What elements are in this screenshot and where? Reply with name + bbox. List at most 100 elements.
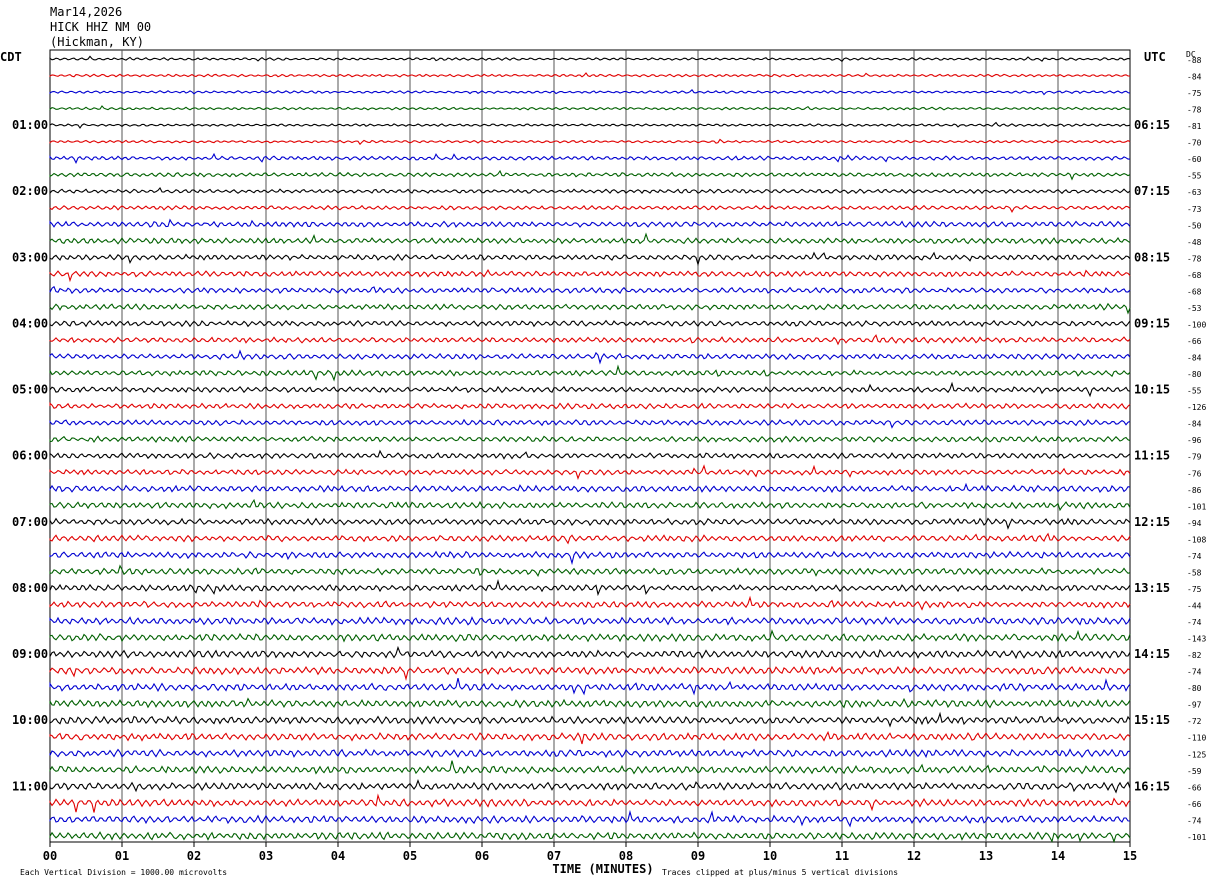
- dc-offset-label: -58: [1187, 568, 1202, 577]
- x-tick-label: 11: [835, 849, 849, 863]
- seismic-trace: [49, 517, 1131, 530]
- dc-offset-label: -101: [1187, 833, 1206, 842]
- seismic-trace: [49, 464, 1131, 480]
- seismic-trace: [49, 105, 1131, 111]
- seismic-trace: [49, 498, 1131, 512]
- left-hour-label: 11:00: [12, 779, 48, 793]
- seismic-trace: [49, 88, 1131, 96]
- seismic-trace: [49, 697, 1131, 709]
- dc-offset-label: -143: [1187, 635, 1206, 644]
- seismic-trace: [49, 482, 1131, 494]
- seismic-trace: [49, 760, 1131, 775]
- x-tick-label: 10: [763, 849, 777, 863]
- dc-offset-label: -81: [1187, 122, 1202, 131]
- dc-offset-label: -60: [1187, 155, 1202, 164]
- dc-offset-label: -84: [1187, 420, 1202, 429]
- seismic-trace: [49, 218, 1131, 228]
- dc-offset-label: -55: [1187, 387, 1202, 396]
- dc-offset-label: -94: [1187, 519, 1202, 528]
- seismic-trace: [49, 418, 1131, 429]
- dc-offset-label: -84: [1187, 73, 1202, 82]
- dc-offset-label: -88: [1187, 56, 1202, 65]
- dc-offset-label: -44: [1187, 601, 1202, 610]
- dc-offset-label: -50: [1187, 221, 1202, 230]
- plot-frame: [49, 49, 1131, 843]
- dc-offset-label: -59: [1187, 767, 1202, 776]
- dc-header: DC: [1186, 50, 1196, 59]
- x-tick-label: 14: [1051, 849, 1065, 863]
- right-hour-label: 11:15: [1134, 449, 1170, 463]
- seismic-trace: [49, 748, 1131, 759]
- dc-offset-label: -78: [1187, 106, 1202, 115]
- dc-offset-label: -63: [1187, 188, 1202, 197]
- dc-offset-label: -125: [1187, 750, 1206, 759]
- seismic-trace: [49, 449, 1131, 460]
- dc-offset-label: -82: [1187, 651, 1202, 660]
- seismic-trace: [49, 187, 1131, 195]
- seismic-trace: [49, 319, 1131, 328]
- dc-offset-label: -53: [1187, 304, 1202, 313]
- left-hour-label: 10:00: [12, 713, 48, 727]
- left-hour-label: 07:00: [12, 515, 48, 529]
- seismic-trace: [49, 578, 1131, 597]
- seismic-trace: [49, 285, 1131, 295]
- scale-note: Each Vertical Division = 1000.00 microvo…: [20, 868, 227, 877]
- dc-offset-label: -126: [1187, 403, 1206, 412]
- seismic-trace: [49, 152, 1130, 165]
- station-location: (Hickman, KY): [50, 35, 144, 49]
- dc-offset-label: -74: [1187, 668, 1202, 677]
- seismic-trace: [49, 595, 1131, 611]
- seismic-trace: [49, 730, 1131, 745]
- left-hour-label: 06:00: [12, 449, 48, 463]
- seismic-trace: [49, 809, 1131, 828]
- seismic-trace: [49, 402, 1131, 410]
- seismic-trace: [49, 349, 1131, 365]
- x-tick-label: 12: [907, 849, 921, 863]
- left-hour-label: 02:00: [12, 184, 48, 198]
- dc-offset-label: -108: [1187, 535, 1206, 544]
- seismic-trace: [49, 55, 1131, 63]
- dc-offset-label: -84: [1187, 354, 1202, 363]
- seismic-trace: [49, 72, 1130, 78]
- right-hour-label: 08:15: [1134, 250, 1170, 264]
- right-hour-label: 12:15: [1134, 515, 1170, 529]
- station-code: HICK HHZ NM 00: [50, 20, 152, 34]
- seismic-trace: [49, 302, 1131, 315]
- dc-offset-label: -79: [1187, 453, 1202, 462]
- right-hour-label: 10:15: [1134, 383, 1170, 397]
- x-tick-label: 03: [259, 849, 273, 863]
- seismic-trace: [49, 831, 1131, 844]
- dc-offset-label: -86: [1187, 486, 1202, 495]
- dc-offset-label: -73: [1187, 205, 1202, 214]
- x-tick-label: 05: [403, 849, 417, 863]
- right-hour-label: 09:15: [1134, 316, 1170, 330]
- right-hour-label: 13:15: [1134, 581, 1170, 595]
- seismic-trace: [49, 364, 1131, 382]
- dc-offset-label: -74: [1187, 816, 1202, 825]
- dc-offset-label: -76: [1187, 469, 1202, 478]
- dc-offset-label: -66: [1187, 783, 1202, 792]
- x-tick-label: 15: [1123, 849, 1137, 863]
- x-tick-label: 13: [979, 849, 993, 863]
- dc-offset-label: -48: [1187, 238, 1202, 247]
- seismic-trace: [49, 711, 1131, 728]
- seismic-trace: [49, 550, 1131, 566]
- dc-offset-label: -68: [1187, 271, 1202, 280]
- chart-date: Mar14,2026: [50, 5, 123, 19]
- seismic-trace: [49, 138, 1131, 146]
- left-hour-label: 01:00: [12, 118, 48, 132]
- left-hour-label: 04:00: [12, 316, 48, 330]
- seismic-trace: [49, 268, 1131, 283]
- left-timezone-label: CDT: [0, 50, 22, 64]
- x-tick-label: 00: [43, 849, 57, 863]
- seismic-trace: [49, 169, 1131, 181]
- dc-offset-label: -66: [1187, 800, 1202, 809]
- dc-offset-label: -72: [1187, 717, 1202, 726]
- dc-offset-label: -101: [1187, 502, 1206, 511]
- left-hour-label: 05:00: [12, 383, 48, 397]
- seismic-trace: [49, 232, 1131, 245]
- dc-offset-label: -70: [1187, 139, 1202, 148]
- x-tick-label: 07: [547, 849, 561, 863]
- left-hour-label: 08:00: [12, 581, 48, 595]
- x-tick-label: 02: [187, 849, 201, 863]
